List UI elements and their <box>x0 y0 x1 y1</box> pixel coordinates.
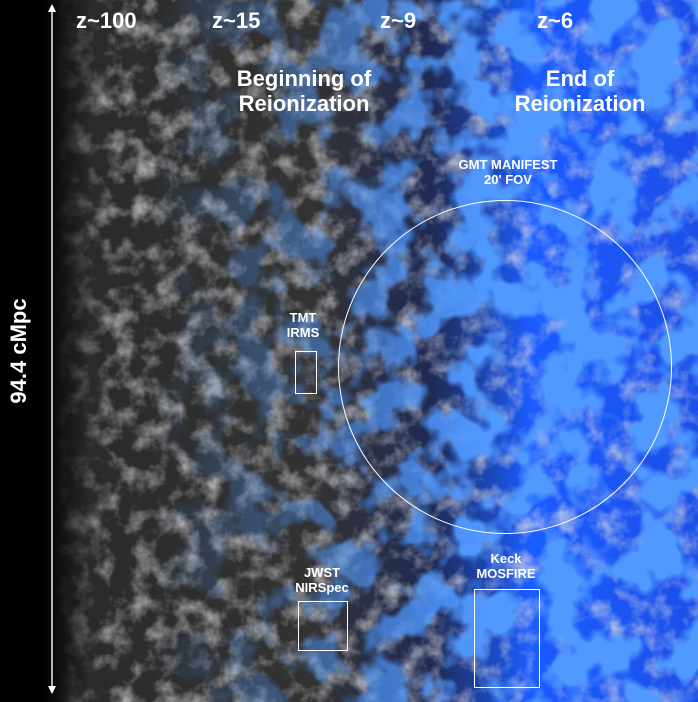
tmt-irms-label: TMT IRMS <box>286 310 320 340</box>
redshift-label-z15: z~15 <box>212 8 261 33</box>
beginning-of-reionization-label: Beginning of Reionization <box>236 66 372 117</box>
redshift-label-z100: z~100 <box>76 8 137 33</box>
gmt-manifest-label: GMT MANIFEST 20' FOV <box>458 157 558 187</box>
scale-bar-arrow-top <box>48 4 56 12</box>
redshift-label-z6: z~6 <box>537 8 574 33</box>
redshift-label-z9: z~9 <box>380 8 417 33</box>
scale-bar-label: 94.4 cMpc <box>6 298 31 404</box>
jwst-nirspec-fov-box <box>298 601 348 651</box>
keck-mosfire-label: Keck MOSFIRE <box>476 551 536 581</box>
gmt-manifest-fov-circle <box>338 200 672 534</box>
tmt-irms-fov-box <box>295 351 317 394</box>
end-of-reionization-label: End of Reionization <box>514 66 646 117</box>
jwst-nirspec-label: JWST NIRSpec <box>295 565 349 595</box>
keck-mosfire-fov-box <box>474 589 540 688</box>
scale-bar-arrow-bottom <box>48 686 56 694</box>
